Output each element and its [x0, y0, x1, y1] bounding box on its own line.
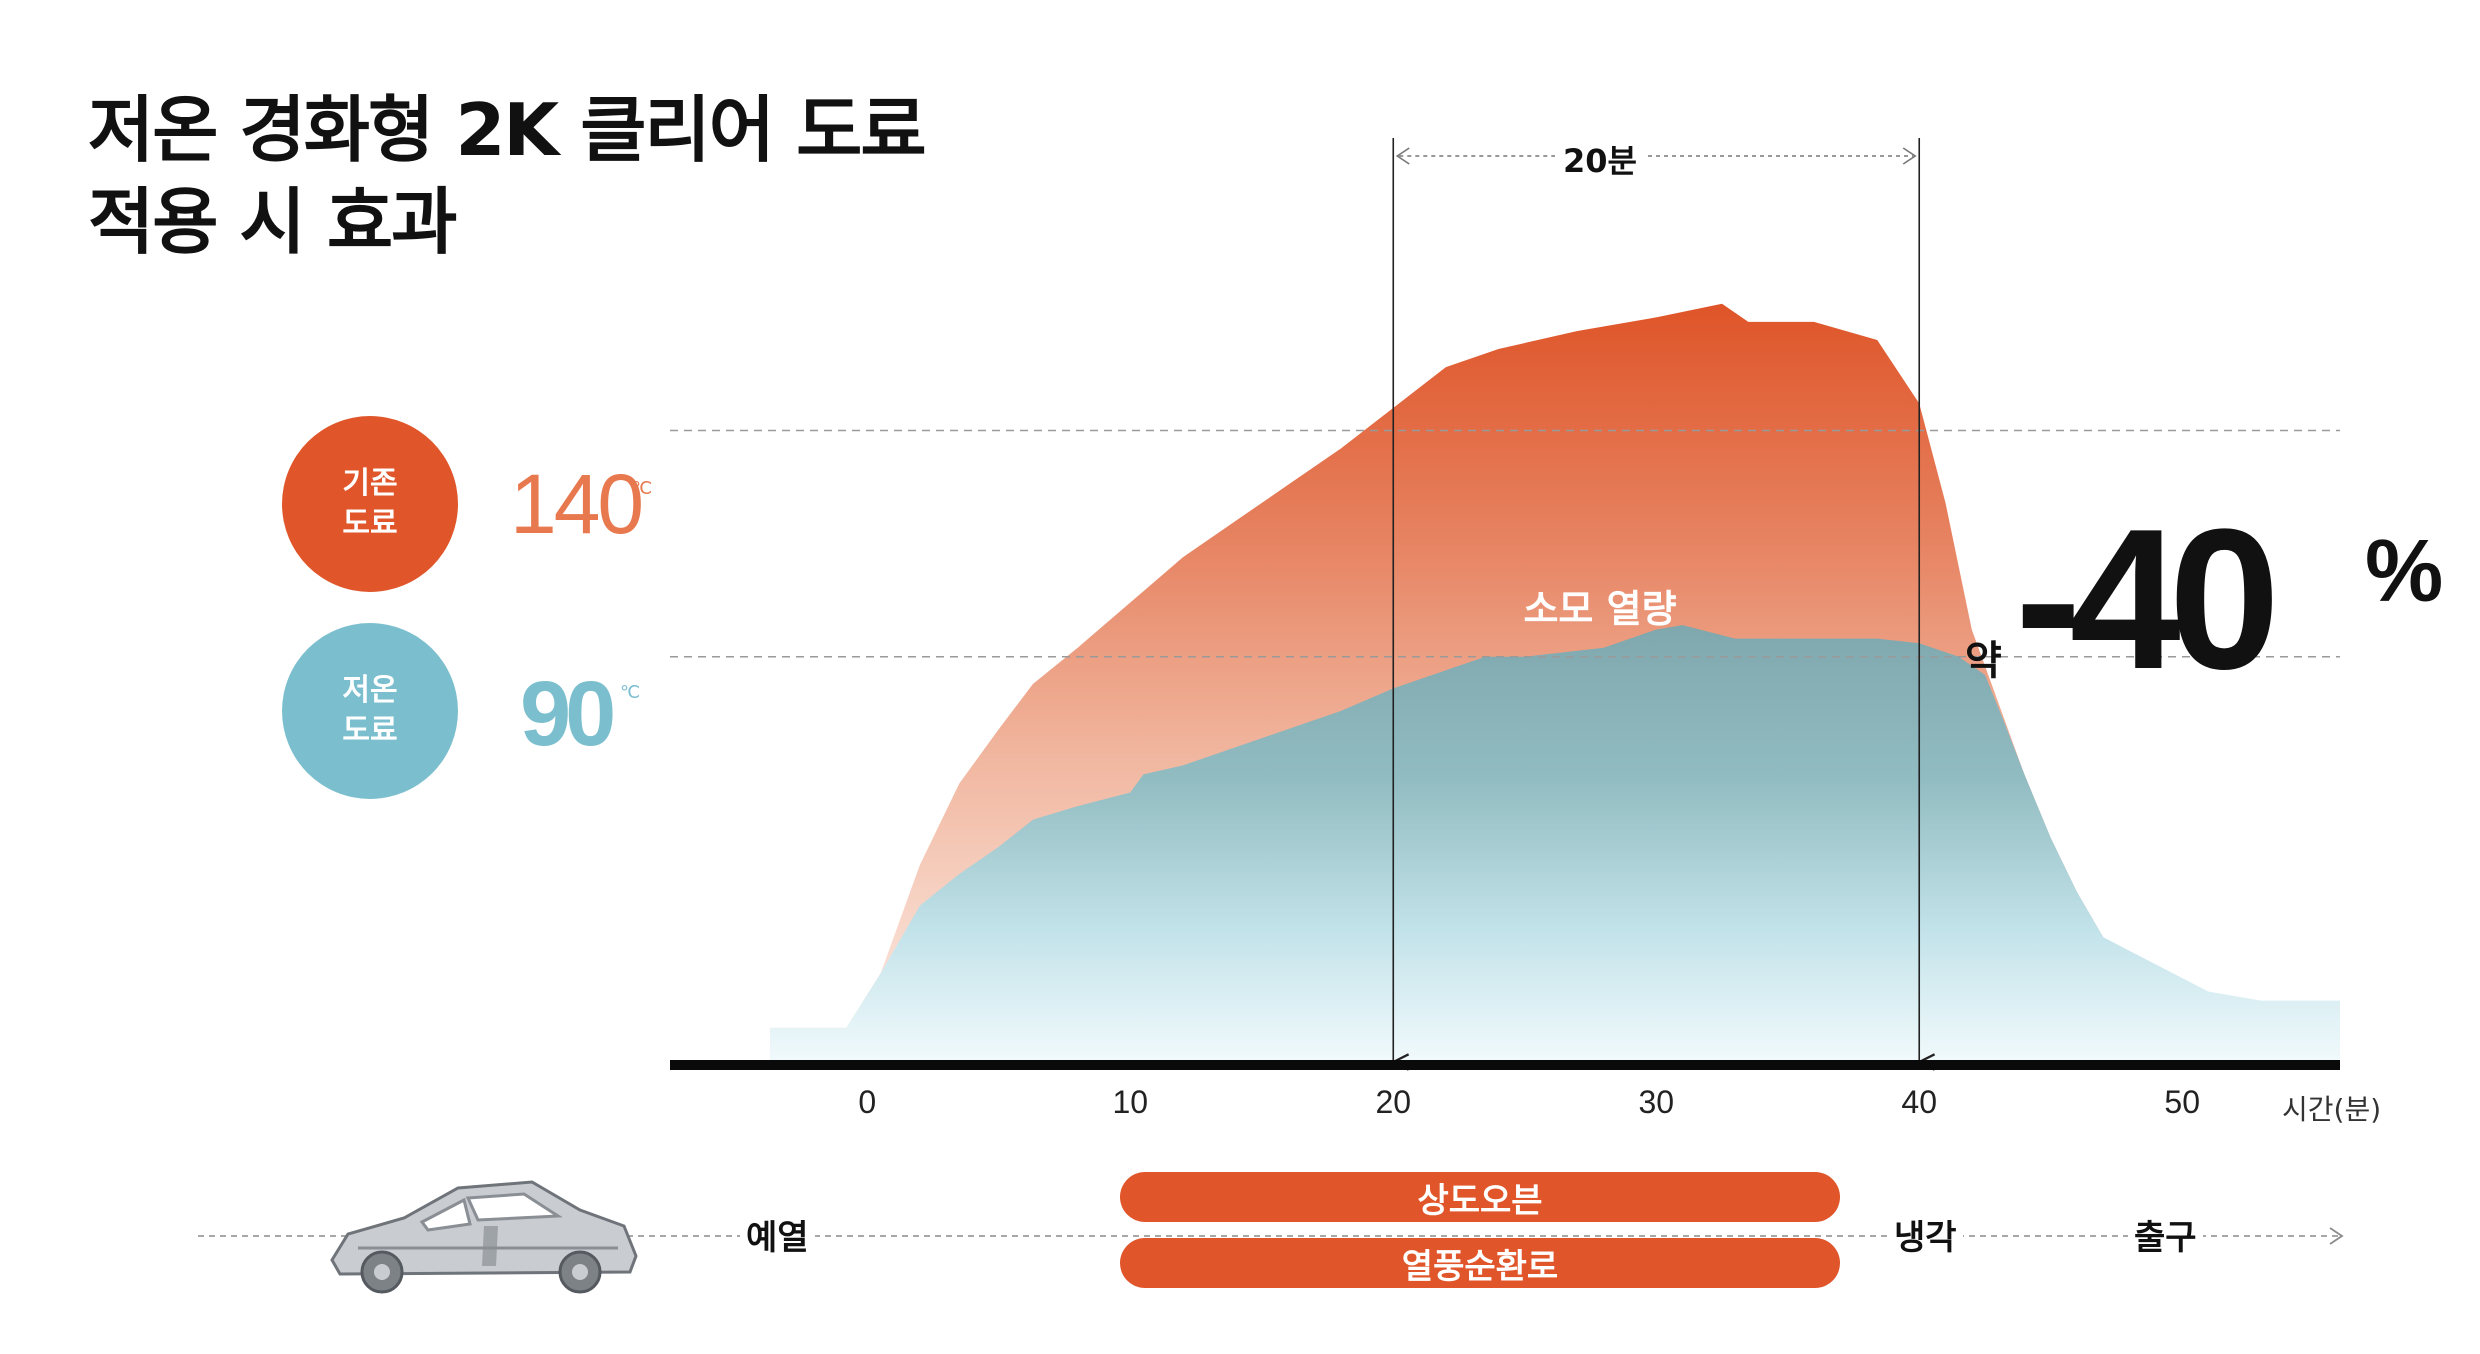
consumed-heat-label: 소모 열량	[1523, 587, 1677, 631]
x-axis-label: 시간(분)	[2282, 1093, 2382, 1126]
legend-conventional-badge: 기존 도료	[282, 416, 458, 592]
stage-preheat: 예열	[740, 1210, 815, 1259]
interval-label: 20분	[1560, 136, 1640, 182]
x-tick-label: 50	[2164, 1084, 2200, 1120]
stage-topcoat-oven: 상도오븐	[1120, 1172, 1840, 1222]
car-body-icon	[330, 1180, 638, 1294]
reduction-unit: %	[2365, 521, 2444, 620]
low-temp-value: 90	[520, 663, 616, 765]
stage-hot-air-oven: 열풍순환로	[1120, 1238, 1840, 1288]
x-tick-label: 30	[1638, 1084, 1675, 1120]
legend-low-temp-line1: 저온	[342, 673, 398, 708]
series-low-temp-area	[770, 625, 2340, 1064]
title-line-1: 저온 경화형 2K 클리어 도료	[88, 88, 927, 172]
reduction-prefix: 약	[1965, 638, 2002, 684]
x-tick-label: 20	[1375, 1084, 1412, 1120]
conventional-temp-unit: ℃	[632, 478, 653, 498]
legend-conventional-line1: 기존	[342, 466, 398, 501]
title-line-2: 적용 시 효과	[88, 180, 457, 264]
process-flow-arrow	[2329, 1227, 2344, 1245]
stage-exit: 출구	[2128, 1210, 2203, 1259]
interval-arrow-right	[1902, 147, 1917, 165]
interval-arrow-left	[1395, 147, 1410, 165]
legend-low-temp-badge: 저온 도료	[282, 623, 458, 799]
x-tick-label: 0	[858, 1084, 877, 1120]
legend-conventional-line2: 도료	[342, 506, 398, 541]
page-title: 저온 경화형 2K 클리어 도료 적용 시 효과	[88, 84, 927, 268]
x-tick-label: 10	[1112, 1084, 1149, 1120]
legend-low-temp-line2: 도료	[342, 713, 398, 748]
x-axis-baseline	[670, 1060, 2340, 1070]
conventional-temp-value: 140	[510, 457, 644, 551]
x-tick-label: 40	[1901, 1084, 1938, 1120]
stage-cooling: 냉각	[1888, 1210, 1963, 1259]
reduction-value: -40	[2015, 488, 2280, 711]
low-temp-unit: ℃	[620, 682, 641, 702]
